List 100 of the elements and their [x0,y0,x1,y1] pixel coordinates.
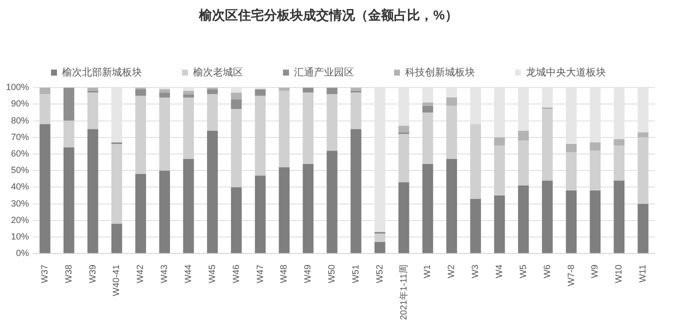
bar [638,204,648,254]
bar [40,124,50,254]
bar [446,158,458,254]
x-tick-label: W40-41 [111,264,122,296]
y-tick-label: 80% [11,115,30,126]
bar [422,112,434,164]
bar [422,102,434,106]
bar [207,94,218,131]
x-tick-label: W10 [614,264,624,284]
bar [326,94,338,151]
bar [566,190,577,254]
bar [302,92,314,164]
bar [230,92,242,100]
bar [111,224,122,254]
bar [64,147,74,254]
x-tick-label: W52 [374,264,384,284]
bar [40,94,50,124]
y-tick-label: 60% [11,148,30,158]
bar [230,187,242,254]
legend-label: 榆次老城区 [193,66,243,78]
bar [614,146,624,181]
x-tick-label: W2 [446,264,456,278]
x-tick-label: W5 [518,264,528,278]
bar [374,234,386,242]
x-tick-label: W38 [63,264,74,284]
bar [470,124,481,199]
x-tick-label: W3 [470,264,480,278]
bar [278,167,290,254]
x-tick-label: W43 [159,264,170,284]
x-tick-label: W51 [350,264,360,284]
bar [64,120,74,148]
bar [64,88,74,121]
chart-title: 榆次区住宅分板块成交情况（金额占比，%） [198,7,458,22]
bar [159,170,170,254]
bar [470,198,481,254]
x-tick-label: W4 [494,264,504,278]
bar [398,134,410,182]
legend-label: 龙城中央大道板块 [526,66,606,78]
y-tick-label: 70% [11,132,30,142]
legend-label: 科技创新城板块 [405,66,475,78]
y-tick-label: 50% [11,165,30,176]
y-tick-label: 20% [11,214,30,225]
x-tick-label: W39 [87,264,98,284]
bar [230,109,242,188]
x-tick-label: W42 [135,264,146,284]
bar [566,144,577,152]
x-tick-label: W44 [183,264,193,284]
bar [183,94,194,98]
legend-label: 汇通产业园区 [294,66,354,78]
legend-label: 榆次北部新城板块 [62,66,142,78]
x-tick-label: W37 [39,264,50,284]
bar [207,89,218,94]
bar [638,132,648,138]
bar [518,186,529,254]
bar [614,180,624,254]
bar [494,196,505,254]
bar [326,88,338,94]
bar [494,146,505,196]
bar [254,96,266,176]
bar [518,140,529,186]
bar [398,126,410,132]
x-tick-label: W11 [638,264,648,282]
bar [590,150,601,191]
bar [326,150,338,254]
bar [374,242,386,254]
bar [302,164,314,254]
bar [302,88,314,93]
x-tick-label: W49 [302,264,313,284]
bar [446,106,458,159]
bar [350,88,362,91]
bar [183,158,194,254]
bar [422,164,434,254]
bar [159,92,170,98]
y-tick-label: 30% [11,198,30,208]
bar [135,96,146,174]
bar [254,176,266,254]
bar [278,90,290,168]
bar [398,182,410,254]
x-tick-label: W1 [422,264,432,278]
bar [183,90,194,94]
bar [135,174,146,254]
bar [230,99,242,110]
x-tick-label: W6 [542,264,552,278]
x-tick-label: W50 [326,264,337,284]
x-tick-label: W45 [206,264,217,284]
bar [159,98,170,171]
y-tick-label: 0% [16,248,30,258]
x-tick-label: W48 [278,264,289,284]
bar [87,92,98,130]
bar [183,98,194,159]
x-tick-label: W47 [254,264,265,284]
bar [111,144,122,224]
bar [638,137,648,204]
bar [159,89,170,93]
bar [422,106,434,113]
bar [254,89,266,96]
bar [566,152,577,191]
bar [446,98,458,106]
bar [590,142,601,151]
bar [494,137,505,146]
